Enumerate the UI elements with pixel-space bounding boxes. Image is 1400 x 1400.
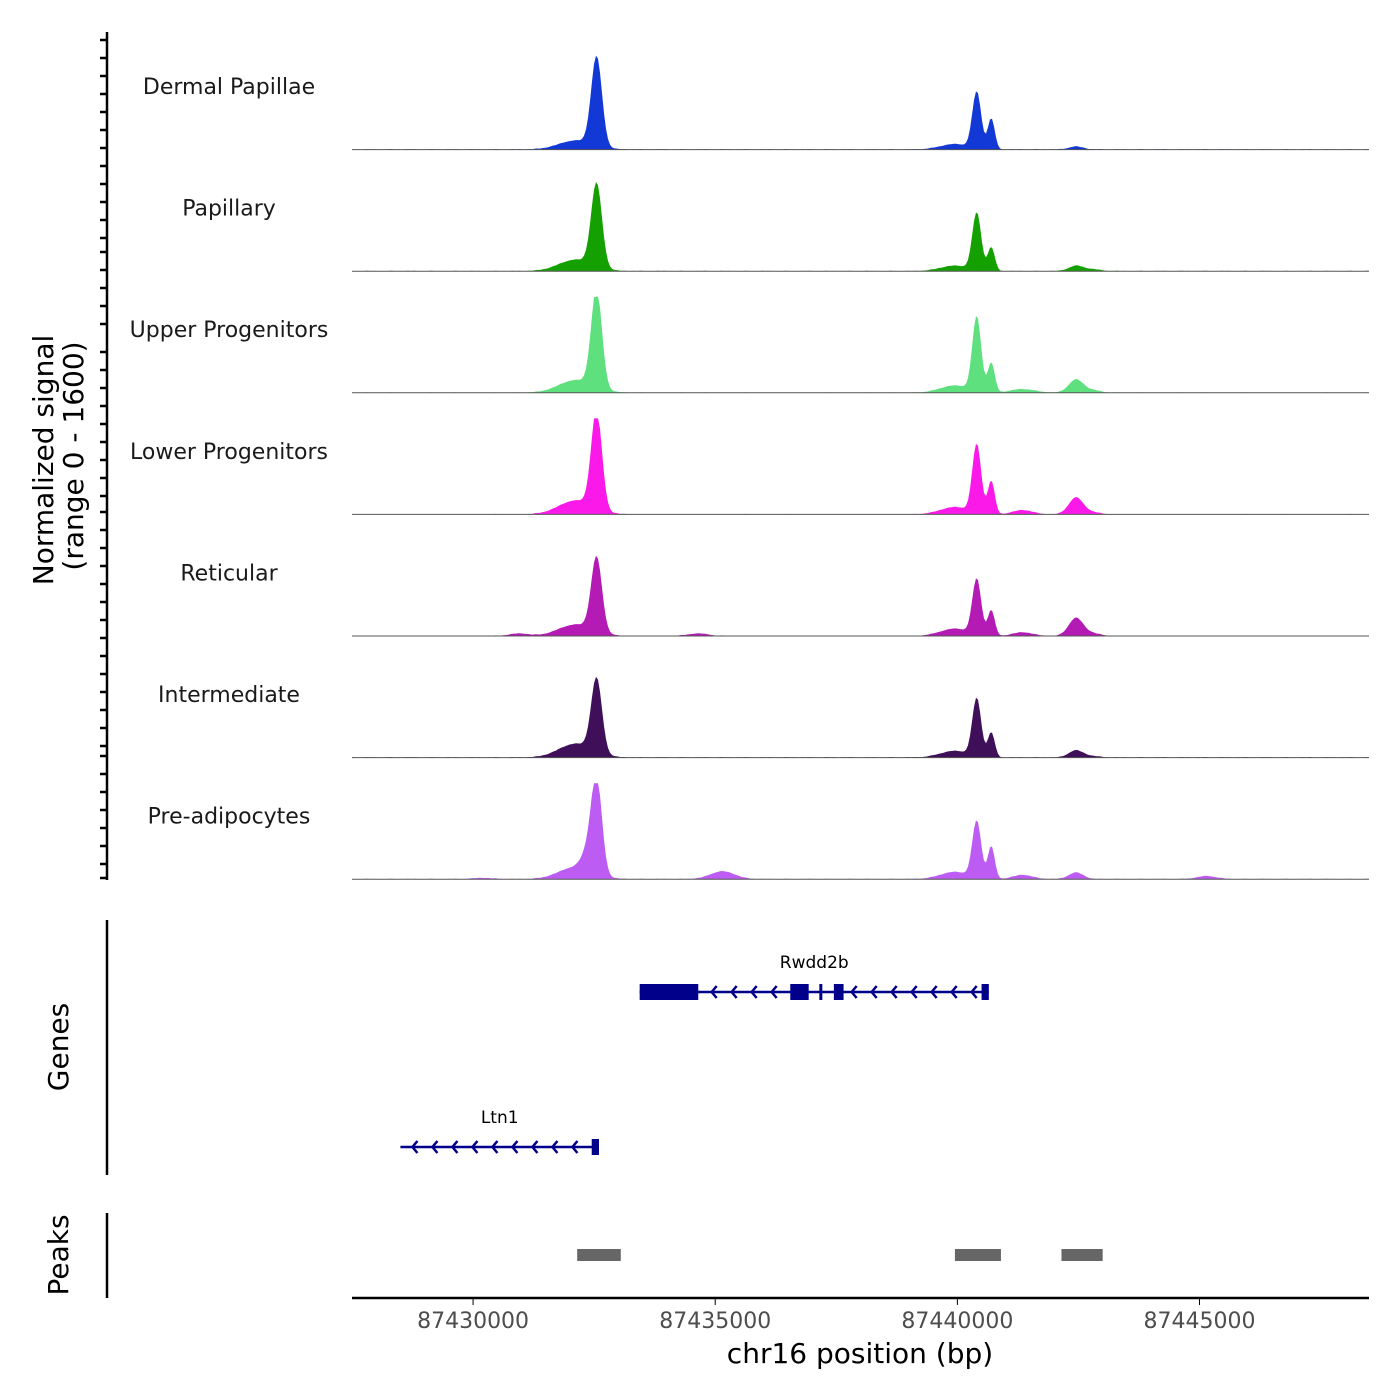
track-reticular: Reticular [180, 555, 1369, 637]
gene-exon [591, 1139, 599, 1155]
strand-arrow [970, 985, 978, 999]
signal-area [352, 555, 1369, 636]
strand-arrow [430, 1140, 439, 1154]
strand-arrow [750, 985, 758, 999]
gene-label: Rwdd2b [780, 953, 849, 973]
peak-region [577, 1249, 621, 1261]
strand-arrow [930, 985, 938, 999]
strand-arrow [730, 985, 738, 999]
track-label: Intermediate [158, 683, 300, 708]
signal-area [352, 418, 1369, 515]
track-lower-progenitors: Lower Progenitors [130, 418, 1369, 515]
strand-arrow [890, 985, 898, 999]
strand-arrow [490, 1140, 499, 1154]
track-label: Reticular [180, 561, 278, 586]
gene-exon [833, 984, 844, 1000]
track-label: Upper Progenitors [130, 318, 329, 343]
gene-track: Rwdd2b Ltn1 [400, 953, 989, 1155]
x-tick-label: 87445000 [1144, 1309, 1256, 1334]
strand-arrow [910, 985, 918, 999]
x-tick-label: 87430000 [417, 1309, 529, 1334]
x-tick-label: 87440000 [901, 1309, 1013, 1334]
gene-exon [819, 984, 823, 1000]
genes-axis-title: Genes [42, 1003, 75, 1091]
strand-arrow [410, 1140, 419, 1154]
peak-region [954, 1249, 1001, 1261]
strand-arrow [550, 1140, 559, 1154]
signal-area [352, 783, 1369, 880]
signal-y-axis-title: Normalized signal [27, 335, 60, 586]
track-upper-progenitors: Upper Progenitors [130, 296, 1369, 394]
gene-rwdd2b: Rwdd2b [639, 953, 989, 1000]
gene-ltn1: Ltn1 [400, 1108, 599, 1155]
gene-exon [639, 984, 699, 1000]
x-axis-title: chr16 position (bp) [727, 1337, 993, 1370]
gene-label: Ltn1 [481, 1108, 519, 1128]
strand-arrow [530, 1140, 539, 1154]
x-tick-label: 87435000 [659, 1309, 771, 1334]
strand-arrow [870, 985, 878, 999]
track-papillary: Papillary [182, 182, 1369, 272]
strand-arrow [710, 985, 718, 999]
strand-arrow [850, 985, 858, 999]
track-label: Papillary [182, 197, 276, 222]
signal-tracks: Dermal Papillae Papillary Upper Progenitor… [130, 55, 1369, 880]
signal-y-axis-range: (range 0 - 1600) [57, 341, 90, 570]
track-label: Lower Progenitors [130, 440, 328, 465]
peak-track [577, 1249, 1103, 1261]
gene-exon [981, 984, 989, 1000]
signal-area [352, 676, 1369, 758]
track-label: Dermal Papillae [143, 75, 315, 100]
strand-arrow [570, 1140, 579, 1154]
x-axis-ticks: 87430000 87435000 87440000 87445000 [417, 1298, 1255, 1334]
track-pre-adipocytes: Pre-adipocytes [148, 783, 1369, 880]
track-intermediate: Intermediate [158, 676, 1369, 759]
track-dermal-papillae: Dermal Papillae [143, 55, 1369, 151]
gene-exon [790, 984, 809, 1000]
strand-arrow [770, 985, 778, 999]
signal-area [352, 296, 1369, 393]
strand-arrow [450, 1140, 459, 1154]
strand-arrow [470, 1140, 479, 1154]
track-label: Pre-adipocytes [148, 805, 311, 830]
strand-arrow [510, 1140, 519, 1154]
peaks-axis-title: Peaks [42, 1214, 75, 1295]
signal-area [352, 182, 1369, 272]
strand-arrow [950, 985, 958, 999]
peak-region [1061, 1249, 1103, 1261]
signal-area [352, 55, 1369, 150]
signal-y-ticks [100, 38, 107, 880]
